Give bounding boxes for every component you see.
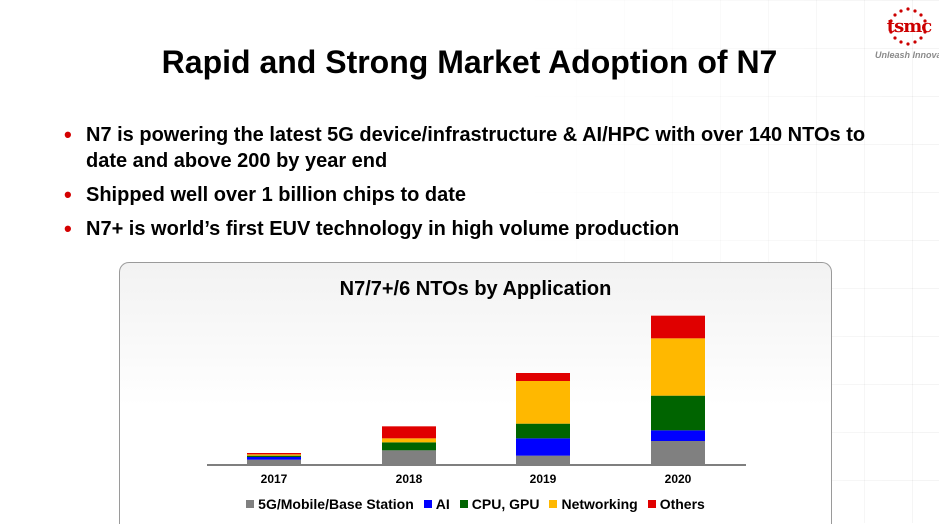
x-tick-label: 2018 bbox=[396, 472, 423, 486]
bar-segment-2020-others bbox=[651, 315, 705, 339]
bullet-item: • N7 is powering the latest 5G device/in… bbox=[60, 122, 880, 174]
bullet-text: Shipped well over 1 billion chips to dat… bbox=[86, 184, 467, 206]
bar-segment-2018-others bbox=[382, 426, 436, 439]
legend-swatch bbox=[459, 500, 468, 508]
legend-item: Networking bbox=[549, 496, 638, 512]
bar-segment-2019-others bbox=[516, 373, 570, 381]
bullet-text: N7+ is world’s first EUV technology in h… bbox=[86, 218, 680, 240]
bar-segment-2017-5g-mobile-base-station bbox=[247, 459, 301, 465]
legend-item: CPU, GPU bbox=[459, 496, 540, 512]
legend-label: Others bbox=[659, 496, 705, 512]
chart-legend: 5G/Mobile/Base Station AI CPU, GPU Networki… bbox=[119, 496, 832, 512]
bar-segment-2019-networking bbox=[516, 381, 570, 424]
slide-title: Rapid and Strong Market Adoption of N7 bbox=[161, 44, 778, 80]
chart-panel bbox=[119, 262, 832, 524]
legend-label: AI bbox=[435, 496, 450, 512]
bar-segment-2017-ai bbox=[247, 457, 301, 460]
legend-item: 5G/Mobile/Base Station bbox=[246, 496, 414, 512]
logo-text: tsmc bbox=[886, 16, 932, 37]
tsmc-logo: tsmc bbox=[851, 6, 939, 66]
x-tick-label: 2017 bbox=[261, 472, 288, 486]
bar-segment-2018-networking bbox=[382, 438, 436, 443]
stacked-bar-chart: 2017 2018 2019 2020 bbox=[207, 315, 746, 486]
bar-segment-2017-others bbox=[247, 453, 301, 455]
x-tick-label: 2019 bbox=[530, 472, 557, 486]
bullet-dot-icon: • bbox=[64, 182, 72, 207]
bullet-item: • Shipped well over 1 billion chips to d… bbox=[60, 182, 880, 208]
logo-dots-icon bbox=[889, 7, 927, 46]
bar-segment-2020-networking bbox=[651, 338, 705, 396]
bar-segment-2019-5g-mobile-base-station bbox=[516, 455, 570, 465]
bar-segment-2020-cpu-gpu bbox=[651, 395, 705, 431]
legend-swatch bbox=[647, 500, 656, 508]
bullet-dot-icon: • bbox=[64, 216, 72, 241]
bar-segment-2017-cpu-gpu bbox=[247, 455, 301, 457]
bullet-list: • N7 is powering the latest 5G device/in… bbox=[60, 122, 880, 250]
bar-segment-2020-ai bbox=[651, 430, 705, 441]
bar-segment-2018-5g-mobile-base-station bbox=[382, 450, 436, 465]
legend-swatch bbox=[549, 500, 558, 508]
bar-segment-2019-ai bbox=[516, 438, 570, 456]
legend-item: Others bbox=[647, 496, 705, 512]
x-tick-label: 2020 bbox=[665, 472, 692, 486]
legend-swatch bbox=[246, 500, 255, 508]
bar-segment-2020-5g-mobile-base-station bbox=[651, 441, 705, 465]
bullet-dot-icon: • bbox=[64, 122, 72, 147]
bar-segment-2019-cpu-gpu bbox=[516, 423, 570, 439]
bullet-text: N7 is powering the latest 5G device/infr… bbox=[86, 124, 866, 172]
legend-label: 5G/Mobile/Base Station bbox=[258, 496, 414, 512]
chart-title: N7/7+/6 NTOs by Application bbox=[339, 278, 612, 300]
legend-item: AI bbox=[423, 496, 450, 512]
legend-label: CPU, GPU bbox=[471, 496, 540, 512]
legend-swatch bbox=[423, 500, 432, 508]
bar-segment-2018-cpu-gpu bbox=[382, 442, 436, 451]
bar-segment-2017-networking bbox=[247, 454, 301, 456]
tagline: Unleash Innovat bbox=[875, 50, 939, 60]
legend-label: Networking bbox=[561, 496, 638, 512]
bullet-item: • N7+ is world’s first EUV technology in… bbox=[60, 216, 880, 242]
